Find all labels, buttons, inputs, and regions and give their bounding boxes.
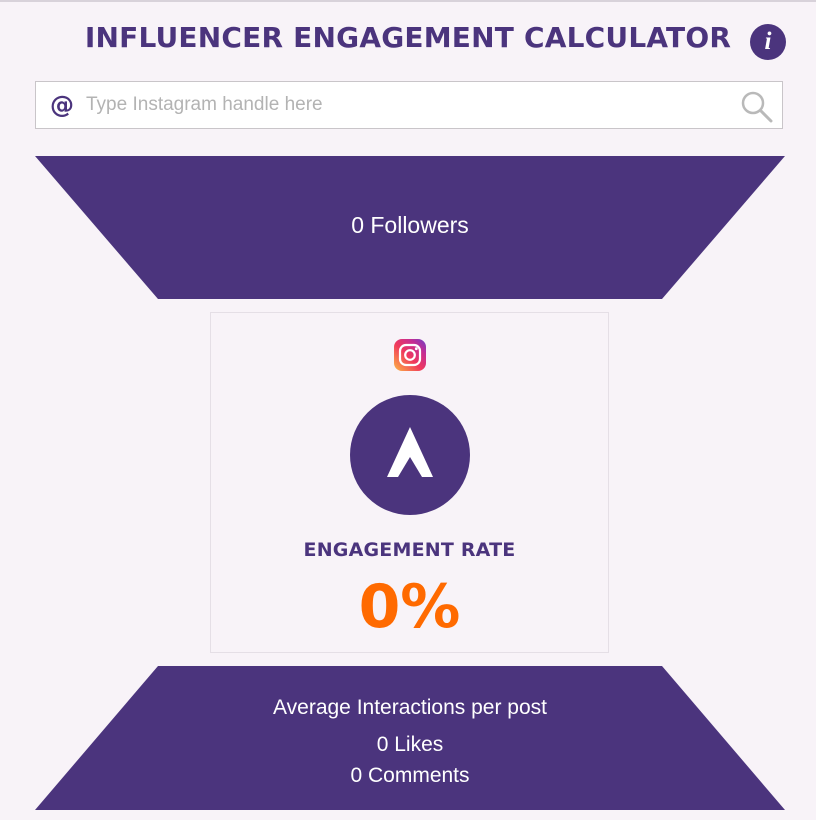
interactions-funnel-bottom	[35, 666, 785, 810]
followers-funnel-top	[35, 156, 785, 299]
comments-count: 0 Comments	[350, 764, 470, 787]
engagement-rate-value: 0%	[358, 572, 461, 642]
info-icon: i	[764, 28, 772, 55]
engagement-rate-label: ENGAGEMENT RATE	[303, 539, 516, 561]
info-button[interactable]: i	[750, 24, 786, 60]
brand-logo-icon	[350, 395, 470, 515]
search-icon[interactable]	[740, 90, 774, 124]
instagram-handle-input[interactable]	[86, 88, 726, 122]
interactions-heading: Average Interactions per post	[273, 696, 547, 719]
top-divider	[0, 0, 816, 2]
page-title: INFLUENCER ENGAGEMENT CALCULATOR	[84, 21, 732, 54]
search-bar: @	[35, 81, 783, 129]
followers-count: 0 Followers	[351, 212, 469, 238]
at-icon: @	[50, 91, 74, 119]
instagram-icon[interactable]	[394, 339, 426, 371]
likes-count: 0 Likes	[376, 733, 444, 756]
engagement-card: ENGAGEMENT RATE 0%	[210, 312, 609, 653]
